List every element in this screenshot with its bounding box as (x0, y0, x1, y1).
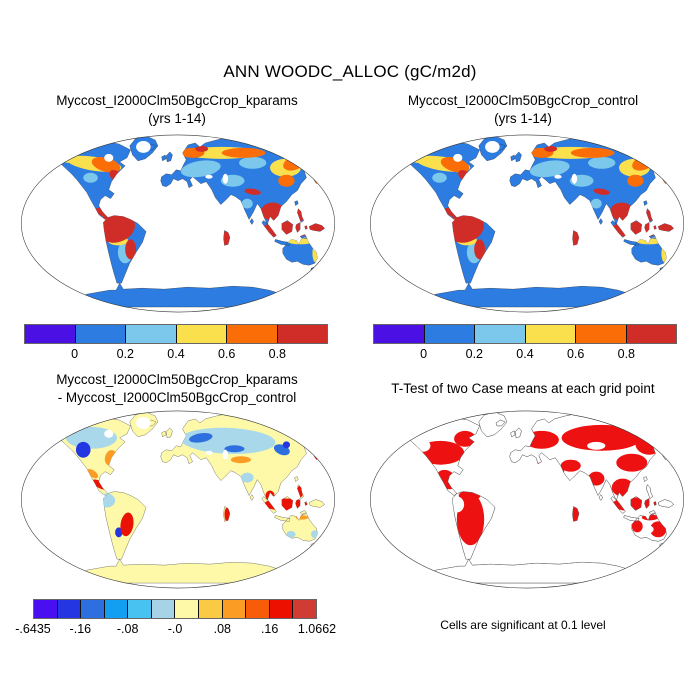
colorbar-tick-label: 0.4 (516, 347, 534, 361)
colorbar-segment (293, 600, 316, 618)
colorbar-tick-label: -.16 (69, 622, 92, 636)
map-kparams (14, 132, 342, 316)
panel-title-control-line2: (yrs 1-14) (494, 110, 552, 126)
colorbar-tick-label: .16 (260, 622, 279, 636)
colorbar-segment (424, 325, 475, 343)
panel-title-kparams: Myccost_I2000Clm50BgcCrop_kparams (yrs 1… (7, 92, 347, 127)
colorbar-segment (151, 600, 176, 618)
colorbar-segment (128, 600, 152, 618)
colorbar-segment (277, 325, 327, 343)
colorbar-segment (57, 600, 82, 618)
colorbar-segment (227, 325, 278, 343)
panel-title-ttest: T-Test of two Case means at each grid po… (353, 380, 693, 398)
colorbar-segment (25, 325, 76, 343)
colorbar-values-left: 0 0.2 0.4 0.6 0.8 (24, 324, 328, 363)
colorbar-tick-label: 0.8 (617, 347, 636, 361)
colorbar-tick-label: 0 (420, 347, 428, 361)
colorbar-segment (626, 325, 676, 343)
panel-title-kparams-line2: (yrs 1-14) (148, 110, 206, 126)
colorbar-diff-bar (33, 599, 317, 619)
panel-title-control: Myccost_I2000Clm50BgcCrop_control (yrs 1… (353, 92, 693, 127)
colorbar-values-right: 0 0.2 0.4 0.6 0.8 (373, 324, 677, 363)
colorbar-diff: -.6435 -.16 -.08 -.0 .08 .16 1.0662 (15, 599, 336, 638)
ttest-caption: Cells are significant at 0.1 level (440, 618, 606, 632)
colorbar-tick-label: 0.6 (217, 347, 236, 361)
colorbar-tick-label: 0.4 (167, 347, 185, 361)
colorbar-segment (75, 325, 126, 343)
colorbar-segment (222, 600, 247, 618)
colorbar-tick-label: -.0 (167, 622, 183, 636)
colorbar-segment (199, 600, 223, 618)
panel-title-diff-line1: Myccost_I2000Clm50BgcCrop_kparams (56, 372, 298, 387)
colorbar-segment (246, 600, 270, 618)
panel-title-diff: Myccost_I2000Clm50BgcCrop_kparams - Mycc… (7, 371, 347, 406)
colorbar-segment (269, 600, 294, 618)
colorbar-tick-label: .08 (213, 622, 232, 636)
colorbar-tick-label: -.08 (116, 622, 139, 636)
colorbar-tick-label: 0.2 (116, 347, 135, 361)
map-difference (14, 408, 342, 592)
colorbar-segment (525, 325, 576, 343)
panel-title-control-line1: Myccost_I2000Clm50BgcCrop_control (407, 93, 639, 108)
colorbar-segment (475, 325, 526, 343)
colorbar-segment (104, 600, 129, 618)
panel-title-diff-line2: - Myccost_I2000Clm50BgcCrop_control (57, 389, 297, 405)
colorbar-tick-label: 0.2 (465, 347, 484, 361)
colorbar-segment (126, 325, 177, 343)
colorbar-segment (81, 600, 105, 618)
colorbar-values-right-ticks: 0 0.2 0.4 0.6 0.8 (373, 347, 677, 363)
colorbar-tick-label: 0 (71, 347, 79, 361)
panel-title-ttest-line1: T-Test of two Case means at each grid po… (391, 381, 655, 396)
panel-title-kparams-line1: Myccost_I2000Clm50BgcCrop_kparams (56, 93, 298, 108)
colorbar-values-right-bar (373, 324, 677, 344)
colorbar-tick-label: -.6435 (15, 622, 51, 636)
colorbar-tick-label: 0.6 (566, 347, 585, 361)
colorbar-values-left-ticks: 0 0.2 0.4 0.6 0.8 (24, 347, 328, 363)
colorbar-segment (175, 600, 200, 618)
map-control (363, 132, 691, 316)
colorbar-values-left-bar (24, 324, 328, 344)
colorbar-tick-label: 1.0662 (297, 622, 337, 636)
colorbar-segment (34, 600, 58, 618)
colorbar-segment (374, 325, 425, 343)
colorbar-diff-ticks: -.6435 -.16 -.08 -.0 .08 .16 1.0662 (15, 622, 336, 638)
map-ttest (363, 408, 691, 592)
colorbar-tick-label: 0.8 (268, 347, 287, 361)
colorbar-segment (576, 325, 627, 343)
colorbar-segment (176, 325, 227, 343)
figure-title: ANN WOODC_ALLOC (gC/m2d) (223, 62, 477, 81)
